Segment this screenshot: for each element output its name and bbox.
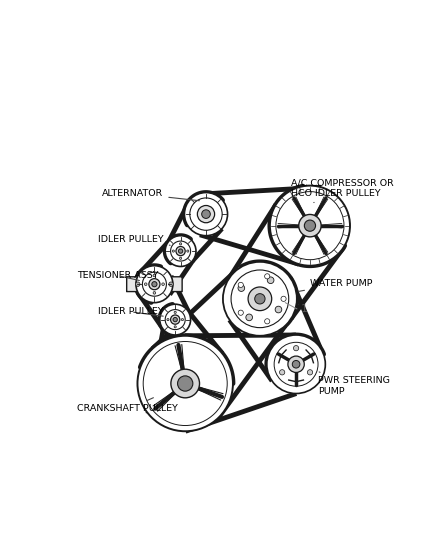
Circle shape	[265, 274, 270, 279]
Circle shape	[223, 262, 297, 336]
Circle shape	[270, 185, 350, 265]
Circle shape	[136, 265, 173, 303]
Circle shape	[174, 311, 176, 313]
Text: ALTERNATOR: ALTERNATOR	[102, 189, 199, 201]
Circle shape	[288, 356, 304, 373]
Circle shape	[142, 272, 166, 296]
Circle shape	[190, 198, 222, 230]
Text: TENSIONER ASSY: TENSIONER ASSY	[78, 271, 159, 280]
Circle shape	[152, 282, 157, 286]
Circle shape	[180, 257, 182, 260]
Circle shape	[143, 342, 227, 425]
Text: CRANKSHAFT PULLEY: CRANKSHAFT PULLEY	[78, 398, 178, 414]
Circle shape	[153, 292, 155, 294]
Circle shape	[246, 314, 252, 321]
Circle shape	[176, 246, 185, 256]
Circle shape	[165, 236, 196, 266]
Circle shape	[181, 319, 184, 321]
Circle shape	[160, 304, 191, 335]
Circle shape	[238, 282, 244, 287]
Circle shape	[248, 287, 272, 311]
FancyBboxPatch shape	[127, 277, 182, 292]
Circle shape	[265, 319, 270, 324]
Circle shape	[167, 319, 169, 321]
Circle shape	[276, 192, 344, 260]
Circle shape	[304, 220, 315, 231]
Circle shape	[145, 283, 147, 286]
Circle shape	[299, 214, 321, 237]
Circle shape	[149, 279, 160, 290]
Circle shape	[238, 285, 245, 292]
Circle shape	[170, 241, 191, 261]
Circle shape	[184, 192, 228, 236]
Circle shape	[152, 281, 157, 287]
Text: 1: 1	[301, 304, 307, 314]
Circle shape	[267, 277, 274, 284]
Circle shape	[292, 360, 300, 368]
Circle shape	[170, 315, 180, 324]
Circle shape	[275, 306, 282, 313]
Circle shape	[267, 335, 325, 393]
Circle shape	[238, 310, 244, 316]
Circle shape	[171, 369, 200, 398]
Circle shape	[231, 270, 289, 328]
Text: IDLER PULLEY: IDLER PULLEY	[98, 235, 170, 245]
Circle shape	[198, 206, 215, 223]
Circle shape	[201, 210, 210, 219]
Circle shape	[172, 250, 174, 252]
Circle shape	[153, 274, 155, 277]
Circle shape	[279, 370, 285, 375]
Circle shape	[165, 310, 185, 329]
Circle shape	[177, 376, 193, 391]
Circle shape	[174, 326, 176, 328]
Text: IDLER PULLEY: IDLER PULLEY	[98, 308, 164, 317]
Circle shape	[138, 336, 233, 431]
Circle shape	[255, 294, 265, 304]
Circle shape	[274, 342, 318, 386]
Text: A/C COMPRESSOR OR
HCO IDLER PULLEY: A/C COMPRESSOR OR HCO IDLER PULLEY	[291, 179, 393, 203]
Circle shape	[293, 345, 299, 351]
Circle shape	[173, 318, 177, 322]
Circle shape	[178, 249, 183, 253]
Circle shape	[135, 282, 140, 286]
Text: WATER PUMP: WATER PUMP	[299, 279, 372, 292]
Circle shape	[169, 282, 173, 286]
Text: PWR STEERING
PUMP: PWR STEERING PUMP	[318, 372, 389, 395]
Circle shape	[162, 283, 164, 286]
Circle shape	[180, 243, 182, 245]
Circle shape	[187, 250, 189, 252]
Circle shape	[307, 370, 313, 375]
Circle shape	[281, 296, 286, 301]
